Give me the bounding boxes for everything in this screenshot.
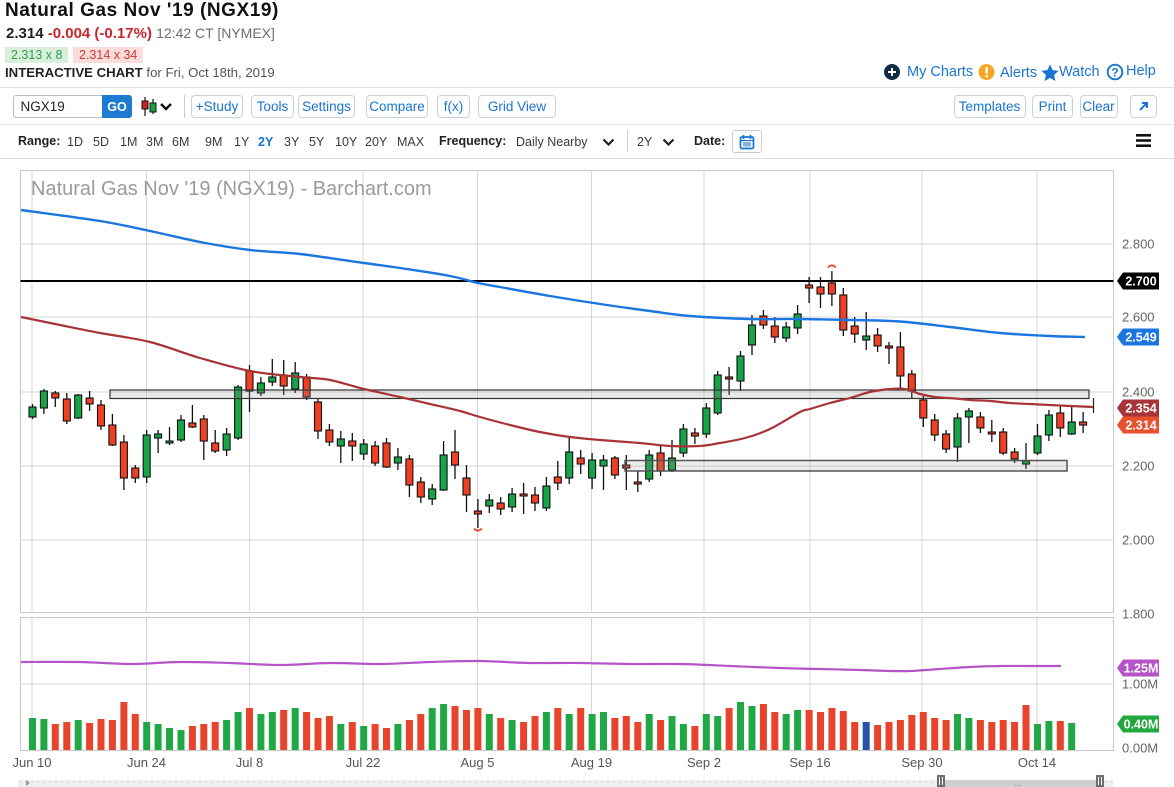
svg-text:Oct 14: Oct 14 xyxy=(1018,755,1056,770)
svg-text:2.000: 2.000 xyxy=(1122,533,1155,548)
svg-text:1.00M: 1.00M xyxy=(1122,677,1158,692)
svg-text:1.800: 1.800 xyxy=(1122,607,1155,622)
svg-text:1.25M: 1.25M xyxy=(1124,662,1159,676)
svg-text:2.600: 2.600 xyxy=(1122,310,1155,325)
svg-text:Natural Gas Nov '19 (NGX19) -: Natural Gas Nov '19 (NGX19) - Barchart.c… xyxy=(31,178,432,200)
svg-text:Jun 24: Jun 24 xyxy=(127,755,166,770)
svg-text:Sep 2: Sep 2 xyxy=(687,755,721,770)
svg-text:?: ? xyxy=(1111,66,1118,80)
svg-text:Jul 8: Jul 8 xyxy=(236,755,263,770)
svg-text:2.800: 2.800 xyxy=(1122,237,1155,252)
svg-text:2.200: 2.200 xyxy=(1122,459,1155,474)
svg-text:...: ... xyxy=(1014,778,1022,787)
svg-text:2.700: 2.700 xyxy=(1125,275,1156,289)
svg-text:Sep 30: Sep 30 xyxy=(901,755,942,770)
svg-text:0.40M: 0.40M xyxy=(1124,718,1159,732)
svg-text:Jun 10: Jun 10 xyxy=(12,755,51,770)
svg-text:2.354: 2.354 xyxy=(1125,402,1156,416)
svg-text:0.00M: 0.00M xyxy=(1122,741,1158,756)
svg-text:2.314: 2.314 xyxy=(1125,419,1156,433)
svg-text:2.549: 2.549 xyxy=(1125,331,1156,345)
svg-text:Aug 19: Aug 19 xyxy=(571,755,612,770)
svg-text:Jul 22: Jul 22 xyxy=(346,755,381,770)
svg-text:Sep 16: Sep 16 xyxy=(789,755,830,770)
svg-text:2.400: 2.400 xyxy=(1122,385,1155,400)
svg-text:Aug 5: Aug 5 xyxy=(461,755,495,770)
